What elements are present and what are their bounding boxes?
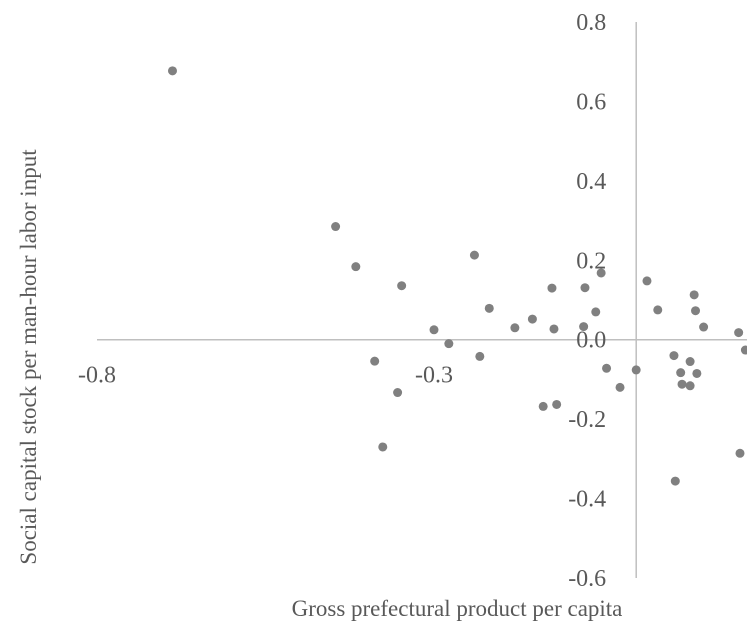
- scatter-point: [615, 382, 625, 392]
- scatter-point: [596, 268, 606, 278]
- scatter-point: [692, 368, 702, 378]
- scatter-point: [685, 381, 695, 391]
- scatter-point: [735, 448, 745, 458]
- y-tick-label: 0.8: [576, 10, 606, 36]
- scatter-point: [538, 401, 548, 411]
- y-tick-label: 0.6: [576, 89, 606, 115]
- scatter-point: [475, 351, 485, 361]
- scatter-point: [378, 442, 388, 452]
- scatter-point: [602, 363, 612, 373]
- scatter-point: [670, 476, 680, 486]
- scatter-point: [740, 345, 747, 355]
- scatter-point: [631, 365, 641, 375]
- scatter-point: [669, 351, 679, 361]
- data-points: [167, 66, 747, 486]
- scatter-point: [552, 399, 562, 409]
- scatter-point: [689, 290, 699, 300]
- x-tick-label: -0.3: [415, 363, 453, 389]
- scatter-point: [351, 262, 361, 272]
- scatter-point: [676, 368, 686, 378]
- scatter-point: [510, 323, 520, 333]
- scatter-point: [444, 339, 454, 349]
- y-tick-label: 0.0: [576, 328, 606, 354]
- y-tick-label: -0.2: [568, 407, 606, 433]
- scatter-point: [469, 250, 479, 260]
- y-tick-label: -0.4: [568, 487, 606, 513]
- y-tick-label: 0.4: [576, 169, 606, 195]
- scatter-point: [527, 314, 537, 324]
- scatter-point: [429, 325, 439, 335]
- axes: [97, 22, 747, 578]
- scatter-point: [580, 283, 590, 293]
- scatter-point: [699, 322, 709, 332]
- y-tick-label: -0.6: [568, 566, 606, 592]
- scatter-point: [685, 357, 695, 367]
- scatter-point: [331, 222, 341, 232]
- tick-labels: -0.6-0.4-0.20.00.20.40.60.8-0.8-0.30.2: [78, 10, 606, 592]
- scatter-point: [653, 305, 663, 315]
- scatter-point: [397, 281, 407, 291]
- x-axis-title: Gross prefectural product per capita: [292, 596, 623, 621]
- scatter-point: [677, 379, 687, 389]
- scatter-point: [691, 306, 701, 316]
- scatter-point: [579, 322, 589, 332]
- scatter-point: [167, 66, 177, 76]
- scatter-point: [393, 388, 403, 398]
- scatter-point: [591, 307, 601, 317]
- scatter-point: [642, 276, 652, 286]
- scatter-point: [734, 328, 744, 338]
- y-axis-title: Social capital stock per man-hour labor …: [16, 149, 41, 565]
- scatter-point: [547, 283, 557, 293]
- scatter-point: [484, 303, 494, 313]
- x-tick-label: -0.8: [78, 363, 116, 389]
- scatter-point: [549, 324, 559, 334]
- scatter-point: [370, 356, 380, 366]
